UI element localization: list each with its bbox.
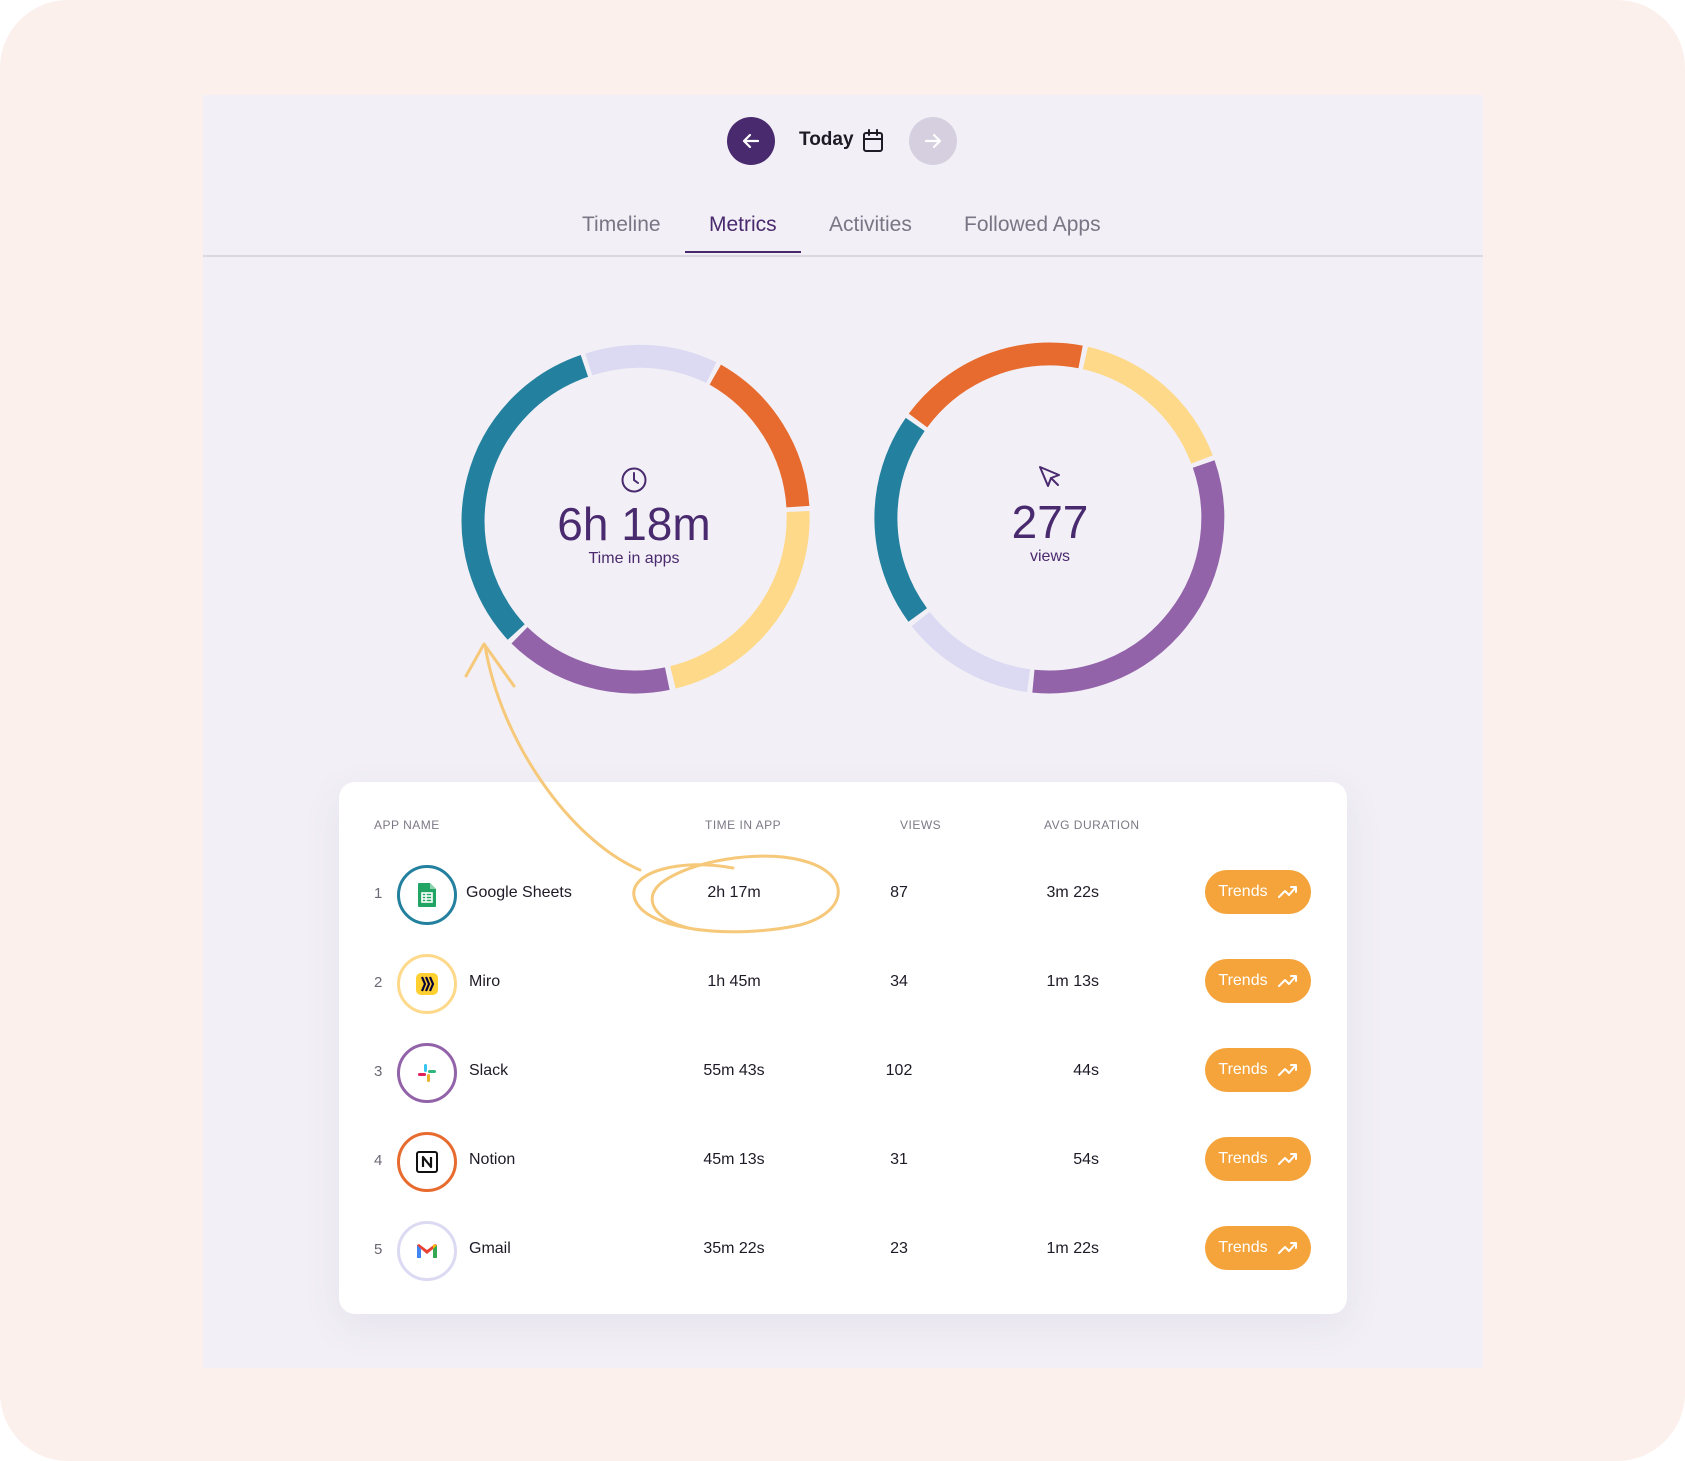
avg-duration-cell: 3m 22s: [1046, 884, 1099, 901]
row-rank: 3: [374, 1063, 383, 1080]
trends-button[interactable]: Trends: [1205, 1226, 1311, 1270]
app-name: Gmail: [469, 1240, 511, 1257]
app-name: Miro: [469, 973, 501, 990]
row-rank: 4: [374, 1152, 383, 1169]
trending-up-icon: [1277, 886, 1297, 898]
avg-duration-cell: 44s: [1073, 1062, 1099, 1079]
time-total-label: Time in apps: [588, 550, 680, 567]
tab-activities[interactable]: Activities: [829, 213, 912, 236]
trending-up-icon: [1277, 975, 1297, 987]
trends-button[interactable]: Trends: [1205, 1048, 1311, 1092]
trending-up-icon: [1277, 1153, 1297, 1165]
trends-label: Trends: [1218, 972, 1268, 989]
row-rank: 5: [374, 1241, 383, 1258]
views-cell: 102: [885, 1062, 913, 1079]
table-row: 5 Gmail 35m 22s 23 1m 22s Trends: [339, 1216, 1347, 1286]
gmail-icon: [397, 1221, 457, 1281]
app-name: Google Sheets: [466, 884, 572, 901]
trends-label: Trends: [1218, 883, 1268, 900]
time-in-app-cell: 35m 22s: [703, 1240, 765, 1257]
views-cell: 23: [890, 1240, 908, 1257]
clock-icon: [621, 467, 647, 493]
views-segment-orange: [908, 342, 1083, 428]
trends-button[interactable]: Trends: [1205, 1137, 1311, 1181]
miro-icon: [397, 954, 457, 1014]
arrow-right-icon: [924, 133, 942, 149]
views-total-label: views: [1029, 548, 1070, 565]
app-usage-table: APP NAME TIME IN APP VIEWS AVG DURATION …: [339, 782, 1347, 1314]
tab-metrics[interactable]: Metrics: [685, 213, 801, 253]
table-row: 4 Notion 45m 13s 31 54s Trends: [339, 1127, 1347, 1197]
tab-followed-apps[interactable]: Followed Apps: [964, 213, 1101, 236]
time-in-app-cell: 55m 43s: [703, 1062, 765, 1079]
header-avg-duration: AVG DURATION: [1044, 818, 1140, 832]
calendar-icon[interactable]: [862, 129, 884, 158]
trends-label: Trends: [1218, 1150, 1268, 1167]
views-cell: 31: [890, 1151, 908, 1168]
cursor-icon: [1039, 466, 1060, 487]
date-navigation: Today: [0, 117, 1685, 165]
tab-bar: Timeline Metrics Activities Followed App…: [203, 205, 1483, 257]
trends-button[interactable]: Trends: [1205, 959, 1311, 1003]
views-segment-yellow: [1082, 346, 1213, 464]
arrow-left-icon: [742, 133, 760, 149]
time-segment-teal: [461, 355, 589, 640]
table-row: 1 Google Sheets 2h 17m 87 3m 22s Trends: [339, 860, 1347, 930]
previous-day-button[interactable]: [727, 117, 775, 165]
app-name: Slack: [469, 1062, 509, 1079]
notion-icon: [397, 1132, 457, 1192]
views-cell: 34: [890, 973, 908, 990]
views-segment-purple: [1032, 460, 1225, 694]
time-segment-yellow: [670, 511, 810, 689]
row-rank: 1: [374, 885, 383, 902]
views-segment-lavender: [911, 611, 1031, 693]
time-metric: 6h 18m Time in apps: [534, 466, 734, 569]
next-day-button[interactable]: [909, 117, 957, 165]
trends-label: Trends: [1218, 1239, 1268, 1256]
time-segment-lavender: [585, 344, 717, 384]
time-segment-purple: [511, 626, 670, 694]
avg-duration-cell: 1m 22s: [1046, 1240, 1099, 1257]
tab-timeline[interactable]: Timeline: [582, 213, 661, 236]
table-row: 3 Slack 55m 43s 102 44s Trends: [339, 1038, 1347, 1108]
date-label: Today: [799, 129, 854, 150]
time-in-app-cell: 45m 13s: [703, 1151, 765, 1168]
google-sheets-icon: [397, 865, 457, 925]
app-name: Notion: [469, 1151, 516, 1168]
views-metric: 277 views: [950, 464, 1150, 567]
trending-up-icon: [1277, 1242, 1297, 1254]
header-app-name: APP NAME: [374, 818, 440, 832]
time-total-value: 6h 18m: [557, 498, 711, 550]
trends-button[interactable]: Trends: [1205, 870, 1311, 914]
table-row: 2 Miro 1h 45m 34 1m 13s Trends: [339, 949, 1347, 1019]
header-views: VIEWS: [900, 818, 942, 832]
views-segment-teal: [874, 417, 928, 622]
row-rank: 2: [374, 974, 383, 991]
header-time-in-app: TIME IN APP: [705, 818, 782, 832]
time-segment-orange: [709, 364, 810, 508]
views-cell: 87: [890, 884, 908, 901]
trends-label: Trends: [1218, 1061, 1268, 1078]
views-total-value: 277: [1011, 496, 1089, 548]
avg-duration-cell: 54s: [1073, 1151, 1099, 1168]
views-donut-chart: [874, 342, 1225, 694]
time-in-app-cell: 1h 45m: [707, 973, 761, 990]
slack-icon: [397, 1043, 457, 1103]
avg-duration-cell: 1m 13s: [1046, 973, 1099, 990]
time-in-app-cell: 2h 17m: [707, 884, 761, 901]
trending-up-icon: [1277, 1064, 1297, 1076]
